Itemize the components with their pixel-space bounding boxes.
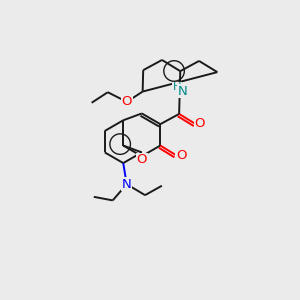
Text: O: O (122, 95, 132, 108)
Text: O: O (194, 117, 205, 130)
Text: O: O (136, 153, 147, 166)
Text: N: N (122, 178, 132, 191)
Text: N: N (178, 85, 188, 98)
Text: H: H (172, 82, 181, 92)
Text: O: O (176, 148, 186, 161)
